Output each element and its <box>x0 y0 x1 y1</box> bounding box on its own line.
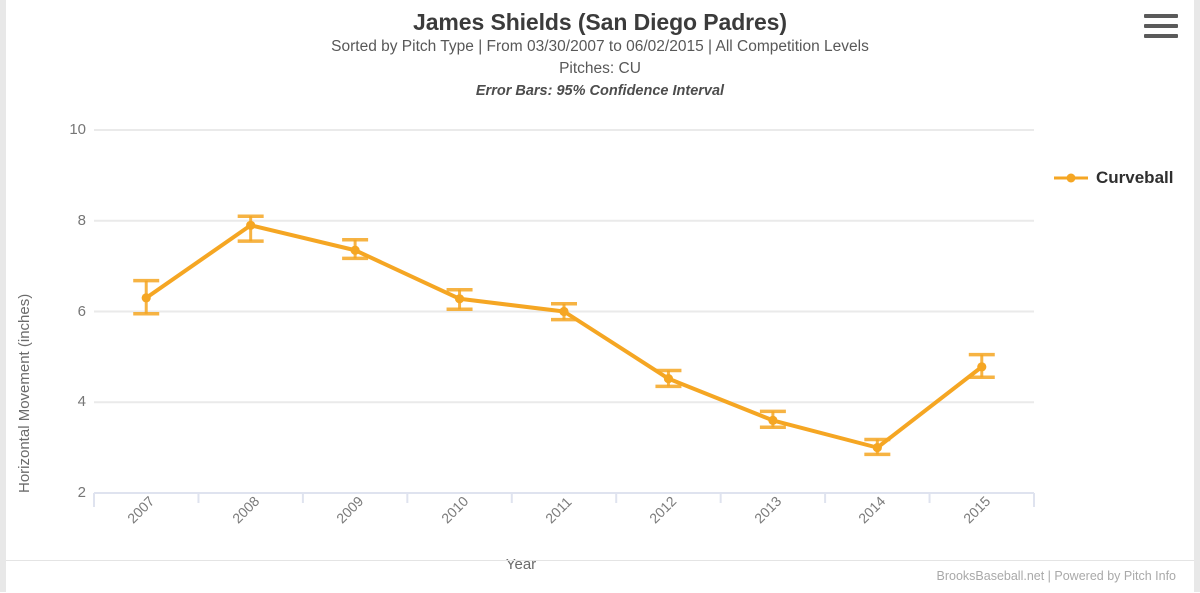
chart-subtitle-pitches: Pitches: CU <box>559 60 641 77</box>
legend-marker-curveball <box>1054 171 1088 185</box>
data-point-group <box>133 278 160 316</box>
menu-bar-3 <box>1144 34 1178 38</box>
data-point-group <box>237 214 264 243</box>
series-line-curveball <box>144 223 984 450</box>
chart-subtitle-errorbars: Error Bars: 95% Confidence Interval <box>475 83 725 99</box>
chart-header: James Shields (San Diego Padres) Sorted … <box>6 0 1194 102</box>
line-chart-svg <box>93 129 1035 507</box>
data-point-group <box>968 352 995 380</box>
chart-legend: Curveball <box>1054 168 1173 188</box>
legend-label-curveball: Curveball <box>1096 168 1174 187</box>
data-point-group <box>446 287 473 311</box>
menu-bar-2 <box>1144 24 1178 28</box>
data-point-group <box>551 302 577 322</box>
data-point-group <box>342 238 369 261</box>
hamburger-menu-icon[interactable] <box>1144 14 1178 40</box>
footer-attribution: BrooksBaseball.net | Powered by Pitch In… <box>936 569 1177 583</box>
y-axis-ticks: 10 8 6 4 2 <box>36 118 86 518</box>
plot-area: Horizontal Movement (inches) Year 10 8 6 4 2… <box>6 118 1194 573</box>
chart-footer: BrooksBaseball.net | Powered by Pitch In… <box>6 560 1194 593</box>
data-point-group <box>864 437 891 457</box>
data-point-group <box>759 409 786 429</box>
menu-bar-1 <box>1144 14 1178 18</box>
y-tick-label: 6 <box>77 302 86 320</box>
y-tick-label: 10 <box>69 121 86 138</box>
chart-subtitle-filters: Sorted by Pitch Type | From 03/30/2007 t… <box>331 38 869 55</box>
y-tick-label: 2 <box>77 484 86 501</box>
page-title: James Shields (San Diego Padres) <box>413 9 787 35</box>
y-tick-label: 4 <box>77 393 86 411</box>
data-point-group <box>655 368 682 389</box>
y-tick-label: 8 <box>77 211 86 229</box>
